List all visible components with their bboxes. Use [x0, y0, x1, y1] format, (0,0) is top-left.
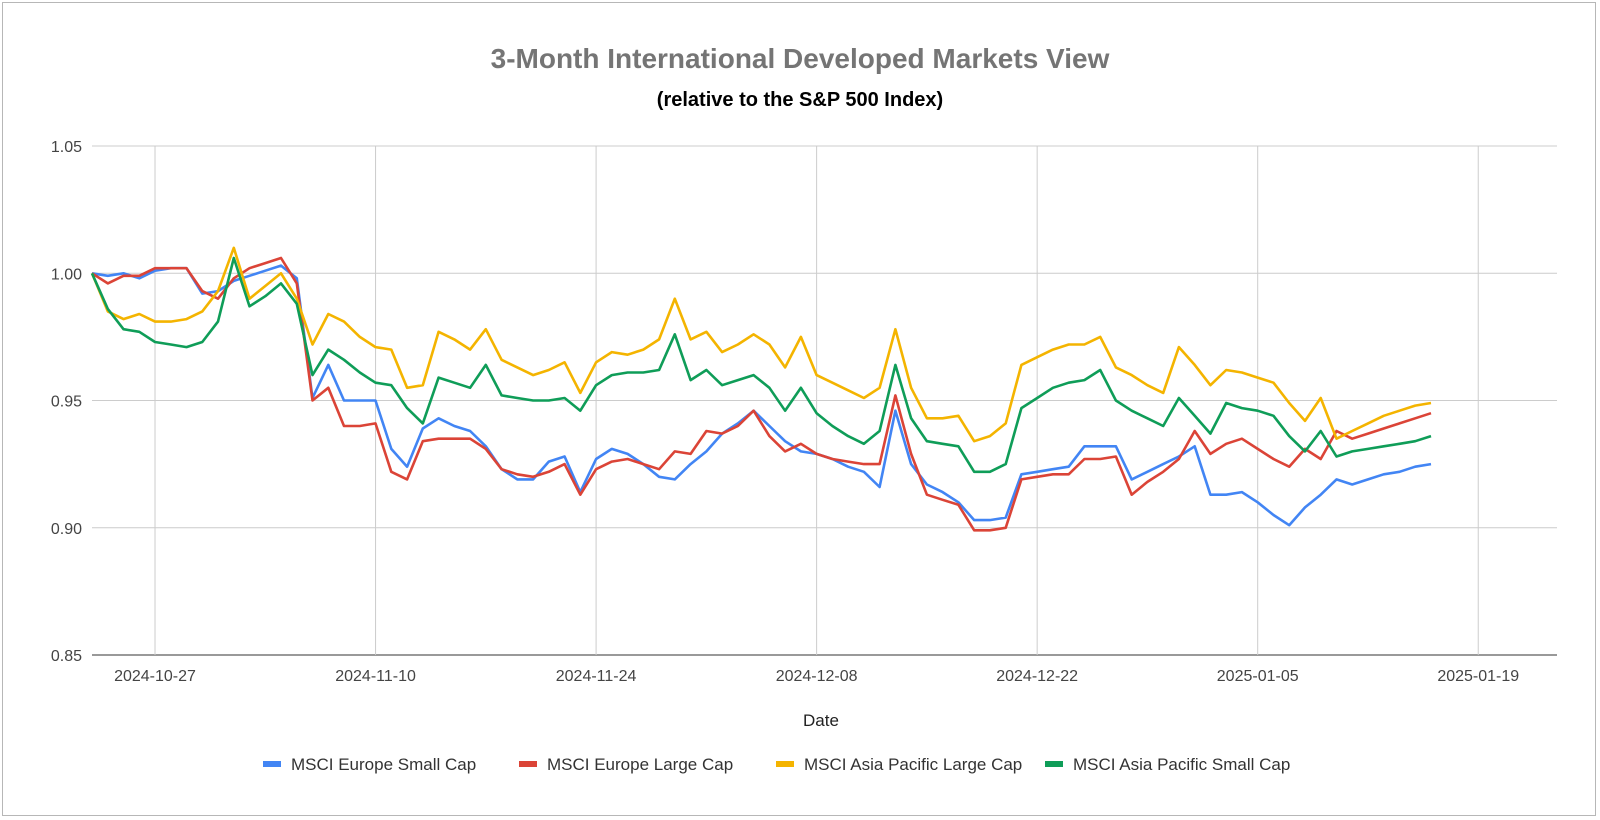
x-tick-label: 2025-01-19 — [1437, 668, 1519, 685]
y-tick-label: 1.05 — [51, 139, 82, 156]
legend-item: MSCI Asia Pacific Small Cap — [1045, 755, 1290, 774]
series-line-0 — [91, 264, 1432, 527]
legend-label: MSCI Europe Small Cap — [291, 755, 476, 774]
y-tick-label: 0.95 — [51, 394, 82, 411]
x-tick-label: 2024-12-22 — [996, 668, 1078, 685]
chart-subtitle: (relative to the S&P 500 Index) — [657, 89, 943, 111]
x-axis-ticks: 2024-10-27 2024-11-10 2024-11-24 2024-12-08… — [114, 668, 1519, 685]
gridlines — [92, 145, 1557, 656]
legend-item: MSCI Asia Pacific Large Cap — [776, 755, 1022, 774]
legend-item: MSCI Europe Large Cap — [519, 755, 733, 774]
legend-swatch — [263, 761, 281, 767]
legend-label: MSCI Asia Pacific Large Cap — [804, 755, 1022, 774]
legend-swatch — [776, 761, 794, 767]
x-tick-label: 2024-10-27 — [114, 668, 196, 685]
series-line-2 — [90, 246, 1432, 443]
series-line-1 — [91, 256, 1432, 532]
legend: MSCI Europe Small Cap MSCI Europe Large C… — [263, 755, 1290, 774]
x-tick-label: 2024-11-24 — [556, 668, 637, 685]
y-axis-ticks: 1.05 1.00 0.95 0.90 0.85 — [51, 139, 82, 665]
y-tick-label: 0.90 — [51, 521, 82, 538]
y-tick-label: 1.00 — [51, 266, 82, 283]
legend-swatch — [1045, 761, 1063, 767]
legend-label: MSCI Europe Large Cap — [547, 755, 733, 774]
series-line-3 — [90, 256, 1432, 474]
x-tick-label: 2025-01-05 — [1217, 668, 1299, 685]
y-tick-label: 0.85 — [51, 648, 82, 665]
legend-swatch — [519, 761, 537, 767]
x-tick-label: 2024-11-10 — [335, 668, 416, 685]
chart-title: 3-Month International Developed Markets … — [491, 43, 1110, 74]
series-lines — [90, 246, 1432, 532]
x-tick-label: 2024-12-08 — [776, 668, 858, 685]
legend-item: MSCI Europe Small Cap — [263, 755, 476, 774]
legend-label: MSCI Asia Pacific Small Cap — [1073, 755, 1290, 774]
x-axis-label: Date — [803, 711, 839, 730]
